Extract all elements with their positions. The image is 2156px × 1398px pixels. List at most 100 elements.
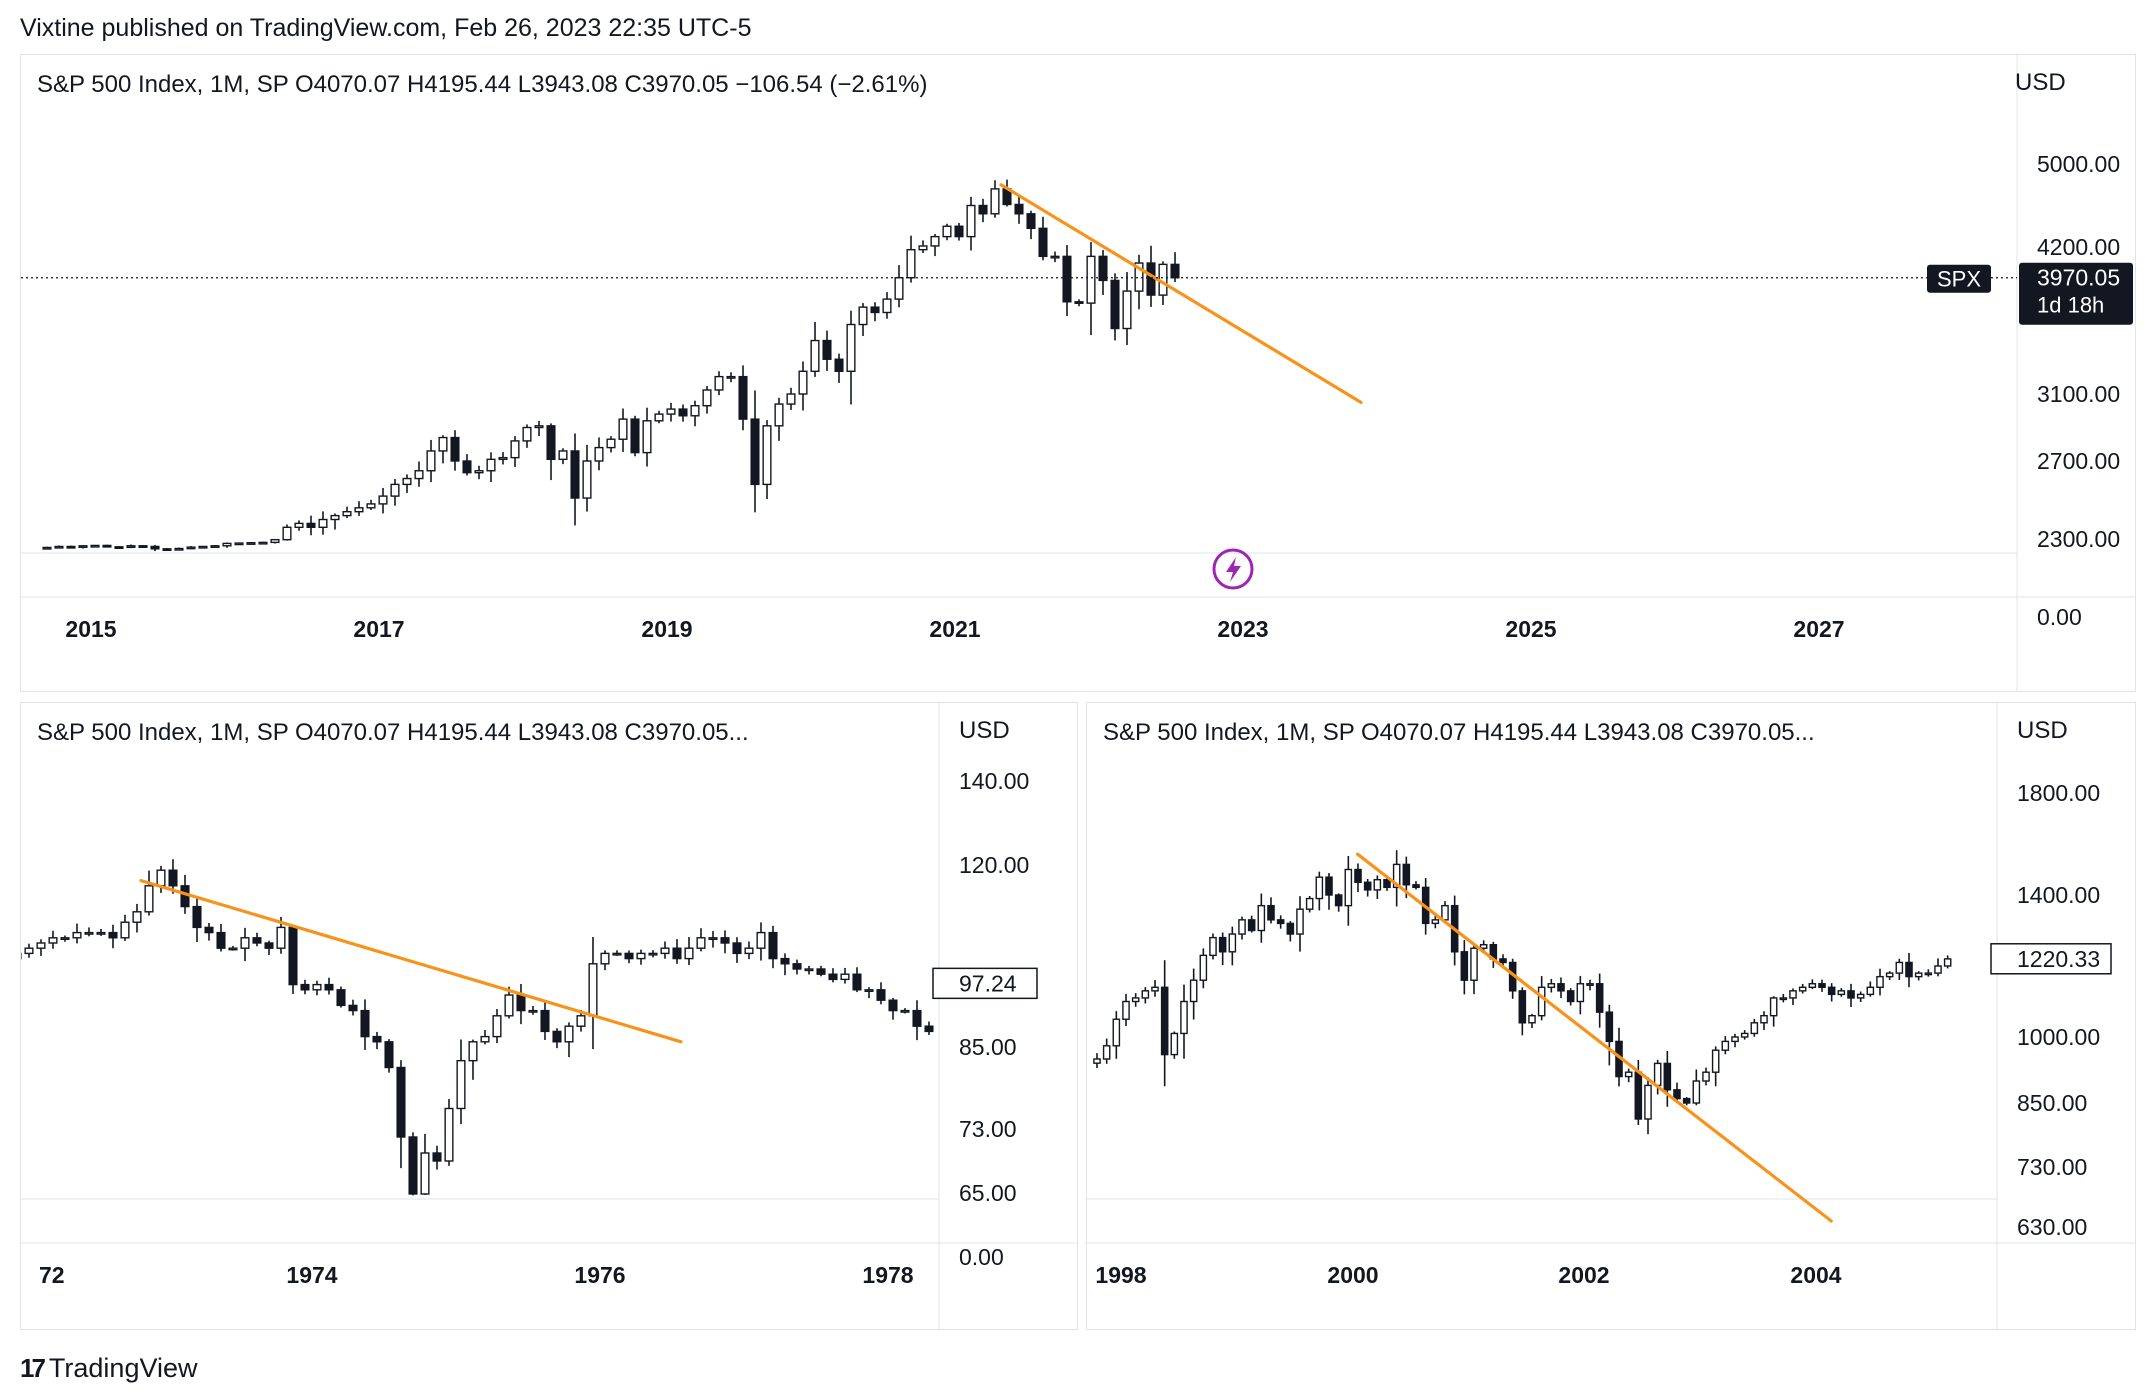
candle-body — [468, 1041, 478, 1062]
candle-body — [516, 994, 526, 1012]
candle-body — [162, 548, 172, 552]
candle-body — [798, 370, 808, 395]
candle-body — [1798, 986, 1807, 992]
candle-body — [1760, 1015, 1768, 1024]
candle-body — [54, 545, 64, 549]
candle-body — [498, 456, 508, 461]
candle-body — [1479, 943, 1488, 949]
candle-body — [1392, 863, 1401, 889]
candle-body — [1711, 1049, 1720, 1073]
candle-body — [108, 931, 118, 939]
candle-body — [1750, 1022, 1759, 1035]
candle-body — [408, 1136, 418, 1195]
chart-panel-top[interactable]: 5000.00 4200.00 3100.00 2700.00 2300.00 0.00 2… — [20, 54, 2136, 692]
candle-body — [1146, 262, 1156, 296]
candle-body — [564, 1025, 574, 1043]
candle-body — [666, 408, 676, 415]
time-tick-label: 2023 — [1217, 616, 1268, 642]
chart-panel-bottom-left[interactable]: 140.00 120.00 85.00 73.00 65.00 0.00 72 1974 197… — [20, 702, 1078, 1330]
candle-body — [1160, 986, 1169, 1056]
candle-body — [1228, 933, 1237, 953]
candle-body — [1170, 1032, 1179, 1056]
candle-body — [528, 1009, 538, 1013]
chart-bottom-right-svg: 1800.00 1400.00 1000.00 850.00 730.00 630.00 1… — [1087, 703, 2135, 1329]
time-tick-label: 2004 — [1790, 1262, 1841, 1288]
candle-body — [1885, 972, 1894, 978]
time-tick-label: 2027 — [1793, 616, 1844, 642]
candle-body — [1528, 1015, 1536, 1024]
candle-body — [570, 450, 580, 499]
countdown-label: 1d 18h — [2037, 293, 2104, 318]
candle-body — [660, 947, 670, 955]
candle-body — [1740, 1032, 1749, 1038]
chart-legend: S&P 500 Index, 1M, SP O4070.07 H4195.44 … — [37, 719, 749, 746]
candle-body — [258, 541, 268, 545]
time-tick-label: 1978 — [862, 1262, 913, 1288]
candle-body — [684, 947, 694, 960]
candle-body — [318, 518, 328, 529]
candle-body — [438, 436, 448, 452]
candle-body — [1122, 290, 1132, 330]
currency-label: USD — [959, 717, 1010, 744]
candle-body — [534, 425, 544, 429]
trendline — [999, 183, 1363, 404]
candle-body — [1653, 1062, 1662, 1087]
candle-body — [720, 937, 730, 944]
candle-body — [1876, 975, 1884, 988]
candle-body — [606, 438, 616, 449]
candle-body — [744, 947, 754, 955]
candle-body — [90, 544, 100, 548]
candle-body — [192, 905, 202, 929]
candle-body — [1383, 878, 1391, 889]
candle-body — [72, 931, 82, 939]
trendline — [139, 879, 683, 1044]
lightning-icon[interactable] — [1212, 548, 1254, 590]
price-tick-label: 4200.00 — [2037, 234, 2120, 260]
candle-body — [858, 306, 868, 326]
candle-body — [1905, 961, 1913, 978]
candle-body — [990, 188, 1000, 215]
candle-body — [1634, 1071, 1643, 1120]
time-tick-label: 2017 — [353, 616, 404, 642]
candle-body — [60, 937, 70, 941]
candle-body — [900, 1009, 910, 1013]
candle-body — [1247, 919, 1256, 932]
price-tick-label: 850.00 — [2017, 1090, 2087, 1116]
candle-body — [894, 277, 904, 300]
candle-body — [216, 931, 226, 949]
candle-body — [1431, 919, 1440, 925]
candle-body — [1209, 936, 1217, 957]
candle-body — [492, 1015, 502, 1038]
price-tick-label: 73.00 — [959, 1116, 1017, 1142]
candle-body — [756, 931, 766, 949]
candle-body — [78, 545, 88, 548]
candle-body — [168, 869, 178, 887]
candle-body — [66, 545, 76, 549]
chart-panel-bottom-right[interactable]: 1800.00 1400.00 1000.00 850.00 730.00 630.00 1… — [1086, 702, 2136, 1330]
candle-body — [1499, 958, 1507, 964]
candle-body — [480, 1035, 490, 1043]
candle-body — [696, 937, 706, 949]
price-tick-label: 0.00 — [959, 1244, 1004, 1270]
currency-label: USD — [2015, 69, 2066, 96]
candle-body — [768, 931, 778, 960]
candle-body — [582, 460, 592, 499]
candle-body — [1547, 983, 1556, 988]
candle-body — [870, 306, 880, 314]
tradingview-brand[interactable]: 17 TradingView — [20, 1353, 198, 1384]
candle-body — [876, 989, 886, 1001]
candle-body — [1334, 894, 1343, 907]
last-price-badge — [932, 967, 1038, 1000]
candle-body — [1141, 990, 1150, 999]
price-tick-label: 1400.00 — [2017, 882, 2100, 908]
candle-body — [1180, 1000, 1188, 1035]
candle-body — [846, 323, 856, 372]
time-tick-label: 2025 — [1505, 616, 1556, 642]
candle-body — [420, 1152, 430, 1195]
candle-body — [552, 1030, 562, 1043]
candle-body — [618, 418, 628, 440]
candle-body — [282, 526, 292, 541]
candle-body — [1267, 904, 1275, 921]
candle-body — [300, 983, 310, 991]
candle-body — [1586, 983, 1594, 986]
